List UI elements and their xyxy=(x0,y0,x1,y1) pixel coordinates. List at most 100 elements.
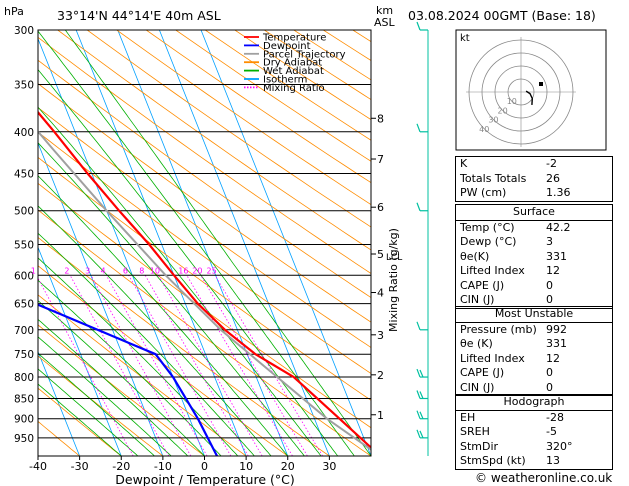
pressure-tick-label: 850 xyxy=(14,393,34,405)
x-tick-label: 30 xyxy=(322,460,336,473)
location-label: 33°14'N 44°14'E 40m ASL xyxy=(57,8,221,23)
axis-labels: 3003504004505005506006507007508008509009… xyxy=(14,25,384,473)
surface-row: CAPE (J) 0 xyxy=(460,278,553,292)
index-row: PW (cm) 1.36 xyxy=(460,186,571,199)
wind-barbs xyxy=(416,21,429,456)
dry-adiabat-line xyxy=(38,355,164,456)
series-parcel-trajectory xyxy=(38,130,371,451)
mu-row: Lifted Index 12 xyxy=(460,351,560,365)
lcl-label: LCL xyxy=(386,253,402,263)
x-tick-label: -40 xyxy=(29,460,47,473)
most-unstable-title: Most Unstable xyxy=(494,307,574,320)
hodograph-params-title: Hodograph xyxy=(503,395,565,408)
mixing-ratio-tick-label: 2 xyxy=(64,266,69,275)
legend-label: Mixing Ratio xyxy=(263,83,325,94)
dry-adiabat-line xyxy=(38,420,80,456)
wet-adiabat-line xyxy=(38,368,139,456)
pressure-tick-label: 450 xyxy=(14,168,34,180)
hodo-row: StmDir 320° xyxy=(460,439,573,453)
surface-panel: Surface Temp (°C) 42.2 Dewp (°C) 3 θe(K) 33… xyxy=(455,204,613,309)
surface-row: Temp (°C) 42.2 xyxy=(460,220,571,234)
hodograph-params-panel: Hodograph EH -28 SREH -5 StmDir 320° StmSpd… xyxy=(455,394,613,470)
hodograph-ring-label: 10 xyxy=(507,97,517,106)
mixing-ratio-line xyxy=(90,275,192,456)
dry-adiabat-line xyxy=(175,30,371,162)
x-tick-label: -30 xyxy=(71,460,89,473)
footer-credit: © weatheronline.co.uk xyxy=(475,471,612,485)
hodograph-trace xyxy=(525,90,534,105)
wind-barb-flag xyxy=(419,391,424,399)
x-tick-label: -20 xyxy=(112,460,130,473)
mu-row: CAPE (J) 0 xyxy=(460,366,553,379)
wind-barb-flag xyxy=(416,410,421,419)
dry-adiabat-line xyxy=(145,30,371,184)
wind-barb-flag xyxy=(416,390,421,399)
mixing-ratio-line xyxy=(105,275,208,456)
wind-barb-flag xyxy=(416,368,421,378)
legend-label: Parcel Trajectory xyxy=(263,49,346,60)
km-tick-label: 5 xyxy=(377,248,384,261)
x-tick-label: 10 xyxy=(239,460,253,473)
indices-panel: K -2 Totals Totals 26 PW (cm) 1.36 xyxy=(455,156,613,202)
pressure-tick-label: 800 xyxy=(14,372,34,384)
wet-adiabat-line xyxy=(38,352,155,456)
series-temperature xyxy=(38,110,371,450)
dry-adiabat-line xyxy=(38,131,371,375)
isotherm-line xyxy=(75,30,247,456)
surface-row: θe(K) 331 xyxy=(460,249,567,263)
pressure-tick-label: 950 xyxy=(14,433,34,445)
hodograph-ring-label: 40 xyxy=(479,125,489,134)
mixing-ratio-tick-label: 10 xyxy=(150,266,160,275)
dry-adiabat-line xyxy=(38,59,371,299)
mixing-ratio-tick-label: 25 xyxy=(206,266,216,275)
hodo-row: SREH -5 xyxy=(460,425,557,438)
mixing-ratio-tick-label: 20 xyxy=(192,266,202,275)
isotherm-line xyxy=(38,141,164,456)
mixing-ratio-axis-title: Mixing Ratio (g/kg) xyxy=(387,228,400,332)
mixing-ratio-labels: 1 2 3 4 6 8 10 16 20 25 xyxy=(31,266,217,275)
wind-barb-flag xyxy=(416,123,421,133)
legend-label: Isotherm xyxy=(263,75,307,86)
x-tick-label: -10 xyxy=(154,460,172,473)
pressure-tick-label: 550 xyxy=(14,239,34,251)
dry-adiabat-line xyxy=(57,30,371,251)
surface-title: Surface xyxy=(513,205,555,218)
km-tick-label: 8 xyxy=(377,112,384,125)
wet-adiabat-line xyxy=(38,336,172,456)
km-tick-label: 4 xyxy=(377,287,384,300)
x-tick-label: 20 xyxy=(281,460,295,473)
x-axis-title: Dewpoint / Temperature (°C) xyxy=(115,472,294,486)
mu-row: θe (K) 331 xyxy=(460,337,567,350)
dry-adiabat-line xyxy=(38,294,247,456)
wet-adiabat-line xyxy=(38,383,122,456)
legend-label: Temperature xyxy=(262,33,326,44)
series-dewpoint xyxy=(38,303,218,456)
pressure-tick-label: 900 xyxy=(14,414,34,426)
hodo-row: StmSpd (kt) 13 xyxy=(460,454,560,467)
pressure-tick-label: 350 xyxy=(14,80,34,92)
legend-label: Dry Adiabat xyxy=(263,58,322,69)
mixing-ratio-tick-label: 6 xyxy=(123,266,128,275)
isotherm-line xyxy=(200,30,371,456)
legend-label: Dewpoint xyxy=(263,41,311,52)
isobar-lines xyxy=(38,29,371,439)
mixing-ratio-tick-label: 8 xyxy=(139,266,144,275)
wind-barb-flag xyxy=(416,321,421,331)
wind-barb-flag xyxy=(416,21,421,31)
wind-barb-flag xyxy=(419,411,424,419)
mixing-ratio-tick-label: 16 xyxy=(178,266,188,275)
hodograph-ring-label: 20 xyxy=(498,106,508,115)
mixing-ratio-tick-label: 3 xyxy=(85,266,90,275)
most-unstable-panel: Most Unstable Pressure (mb) 992 θe (K) 331… xyxy=(455,306,613,396)
km-tick-label: 3 xyxy=(377,329,384,342)
mu-row: CIN (J) 0 xyxy=(460,380,553,394)
dry-adiabat-line xyxy=(38,36,371,274)
hodo-row: EH -28 xyxy=(460,410,564,424)
index-row: K -2 xyxy=(460,157,557,170)
wet-adiabat-line xyxy=(38,142,305,456)
storm-motion-marker xyxy=(539,82,543,86)
pressure-tick-label: 700 xyxy=(14,325,34,337)
hodograph-ring-label: 30 xyxy=(488,116,498,125)
